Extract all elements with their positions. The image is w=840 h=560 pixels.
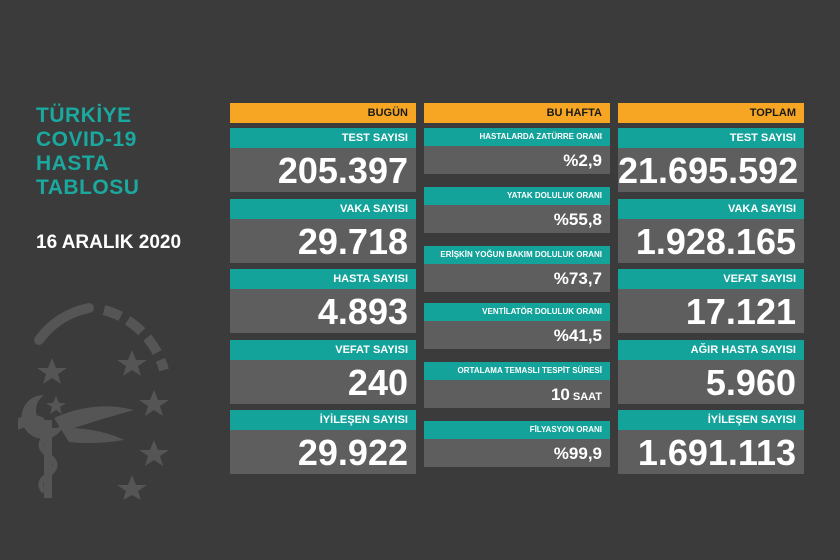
week-filiation-card: FİLYASYON ORANI %99,9 xyxy=(424,421,610,467)
title-line-4: TABLOSU xyxy=(36,176,140,199)
week-icu-occupancy-card: ERİŞKİN YOĞUN BAKIM DOLULUK ORANI %73,7 xyxy=(424,246,610,292)
today-patient-label: HASTA SAYISI xyxy=(230,269,416,289)
total-header: TOPLAM xyxy=(618,103,804,123)
title-line-3: HASTA xyxy=(36,152,110,175)
total-test-card: TEST SAYISI 21.695.592 xyxy=(618,128,804,192)
this-week-header: BU HAFTA xyxy=(424,103,610,123)
today-patient-card: HASTA SAYISI 4.893 xyxy=(230,269,416,333)
week-pneumonia-card: HASTALARDA ZATÜRRE ORANI %2,9 xyxy=(424,128,610,174)
today-header: BUGÜN xyxy=(230,103,416,123)
today-case-card: VAKA SAYISI 29.718 xyxy=(230,199,416,263)
total-death-value: 17.121 xyxy=(618,289,804,333)
total-case-value: 1.928.165 xyxy=(618,219,804,263)
today-case-value: 29.718 xyxy=(230,219,416,263)
total-test-value: 21.695.592 xyxy=(618,148,804,192)
week-contact-time-number: 10 xyxy=(550,385,570,404)
today-death-value: 240 xyxy=(230,360,416,404)
today-case-label: VAKA SAYISI xyxy=(230,199,416,219)
total-severe-card: AĞIR HASTA SAYISI 5.960 xyxy=(618,340,804,404)
total-recovered-value: 1.691.113 xyxy=(618,430,804,474)
week-contact-time-value: 10 SAAT xyxy=(424,380,610,408)
report-date: 16 ARALIK 2020 xyxy=(36,232,182,253)
today-recovered-card: İYİLEŞEN SAYISI 29.922 xyxy=(230,410,416,474)
week-contact-time-label: ORTALAMA TEMASLI TESPİT SÜRESİ xyxy=(424,362,610,380)
total-test-label: TEST SAYISI xyxy=(618,128,804,148)
week-filiation-label: FİLYASYON ORANI xyxy=(424,421,610,439)
today-column: BUGÜN TEST SAYISI 205.397 VAKA SAYISI 29… xyxy=(230,103,416,474)
today-patient-value: 4.893 xyxy=(230,289,416,333)
this-week-column: BU HAFTA HASTALARDA ZATÜRRE ORANI %2,9 Y… xyxy=(424,103,610,467)
week-ventilator-card: VENTİLATÖR DOLULUK ORANI %41,5 xyxy=(424,303,610,349)
today-test-value: 205.397 xyxy=(230,148,416,192)
week-ventilator-label: VENTİLATÖR DOLULUK ORANI xyxy=(424,303,610,321)
week-icu-occupancy-label: ERİŞKİN YOĞUN BAKIM DOLULUK ORANI xyxy=(424,246,610,264)
total-death-label: VEFAT SAYISI xyxy=(618,269,804,289)
total-severe-value: 5.960 xyxy=(618,360,804,404)
total-recovered-card: İYİLEŞEN SAYISI 1.691.113 xyxy=(618,410,804,474)
page-title: TÜRKİYE COVID-19 HASTA TABLOSU xyxy=(36,104,139,200)
week-contact-time-unit: SAAT xyxy=(572,391,602,403)
total-case-card: VAKA SAYISI 1.928.165 xyxy=(618,199,804,263)
title-line-1: TÜRKİYE xyxy=(36,104,132,127)
week-bed-occupancy-value: %55,8 xyxy=(424,205,610,233)
today-recovered-value: 29.922 xyxy=(230,430,416,474)
title-line-2: COVID-19 xyxy=(36,128,137,151)
total-severe-label: AĞIR HASTA SAYISI xyxy=(618,340,804,360)
week-contact-time-card: ORTALAMA TEMASLI TESPİT SÜRESİ 10 SAAT xyxy=(424,362,610,408)
week-filiation-value: %99,9 xyxy=(424,439,610,467)
week-pneumonia-value: %2,9 xyxy=(424,146,610,174)
week-pneumonia-label: HASTALARDA ZATÜRRE ORANI xyxy=(424,128,610,146)
total-recovered-label: İYİLEŞEN SAYISI xyxy=(618,410,804,430)
week-icu-occupancy-value: %73,7 xyxy=(424,264,610,292)
today-death-card: VEFAT SAYISI 240 xyxy=(230,340,416,404)
today-death-label: VEFAT SAYISI xyxy=(230,340,416,360)
total-case-label: VAKA SAYISI xyxy=(618,199,804,219)
total-column: TOPLAM TEST SAYISI 21.695.592 VAKA SAYIS… xyxy=(618,103,804,474)
week-bed-occupancy-label: YATAK DOLULUK ORANI xyxy=(424,187,610,205)
week-ventilator-value: %41,5 xyxy=(424,321,610,349)
total-death-card: VEFAT SAYISI 17.121 xyxy=(618,269,804,333)
week-bed-occupancy-card: YATAK DOLULUK ORANI %55,8 xyxy=(424,187,610,233)
today-test-card: TEST SAYISI 205.397 xyxy=(230,128,416,192)
ministry-of-health-emblem-icon xyxy=(18,303,169,500)
today-test-label: TEST SAYISI xyxy=(230,128,416,148)
today-recovered-label: İYİLEŞEN SAYISI xyxy=(230,410,416,430)
